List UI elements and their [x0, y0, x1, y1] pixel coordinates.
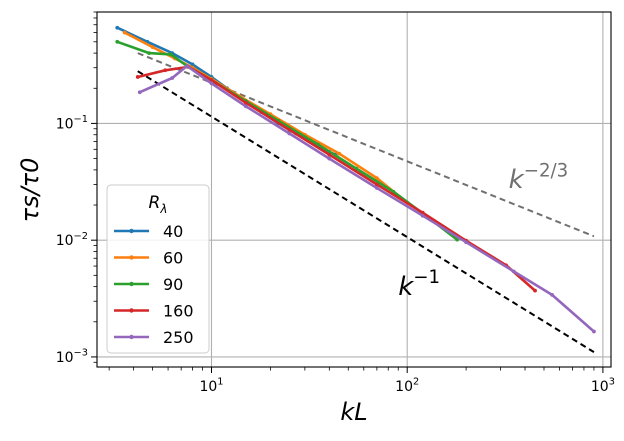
- data-point: [190, 62, 195, 67]
- data-point: [122, 30, 127, 35]
- legend-marker: [129, 281, 134, 287]
- series-line: [116, 40, 458, 241]
- x-tick-label: 102: [395, 377, 419, 395]
- y-tick-label: 10−1: [56, 114, 88, 132]
- data-point: [244, 104, 248, 109]
- data-point: [209, 78, 214, 82]
- data-point: [209, 81, 214, 86]
- annotation-k-minus-1: k−1: [398, 267, 440, 302]
- annotation-k-minus-2-3: k−2/3: [509, 160, 569, 195]
- legend-item-160: 160: [114, 302, 194, 321]
- data-point: [337, 151, 342, 156]
- data-point: [244, 100, 248, 105]
- data-point: [135, 75, 140, 79]
- legend-label: 90: [163, 275, 183, 294]
- legend: Rλ 40 60 90 160 250: [106, 184, 210, 354]
- legend-item-40: 40: [114, 222, 183, 241]
- data-point: [115, 25, 120, 30]
- data-point: [163, 68, 168, 73]
- data-point: [150, 45, 155, 50]
- series-group: [115, 25, 596, 334]
- legend-marker: [129, 255, 134, 260]
- y-axis-label: τs/τ0: [16, 158, 44, 223]
- legend-item-250: 250: [114, 328, 194, 347]
- legend-title: Rλ: [149, 193, 168, 216]
- data-point: [550, 292, 554, 297]
- plot-frame: [96, 11, 612, 368]
- legend-item-90: 90: [114, 275, 183, 294]
- grid: [97, 12, 611, 367]
- data-point: [533, 288, 537, 293]
- legend-label: 250: [163, 328, 194, 347]
- data-point: [168, 52, 173, 57]
- data-point: [170, 76, 175, 80]
- data-point: [592, 329, 596, 334]
- data-point: [464, 240, 469, 245]
- series-250: [137, 64, 596, 334]
- legend-item-60: 60: [114, 249, 183, 268]
- y-tick-label: 10−3: [56, 348, 88, 366]
- x-tick-label: 101: [199, 377, 223, 395]
- axis-ticks: 101 102 103 10−3 10−2 10−1: [56, 11, 615, 395]
- legend-marker: [129, 334, 134, 340]
- annotations: k−1 k−2/3: [398, 160, 568, 302]
- data-point: [115, 39, 120, 44]
- data-point: [374, 182, 379, 187]
- data-point: [327, 156, 332, 161]
- legend-marker: [129, 228, 134, 234]
- data-point: [374, 186, 379, 190]
- data-point: [511, 269, 516, 274]
- data-point: [287, 131, 292, 136]
- data-point: [327, 152, 332, 157]
- legend-label: 40: [163, 222, 183, 241]
- legend-marker: [129, 308, 134, 313]
- data-point: [147, 51, 152, 56]
- x-tick-label: 103: [591, 377, 615, 395]
- data-point: [420, 213, 425, 218]
- data-point: [316, 142, 320, 147]
- legend-label: 60: [163, 249, 183, 268]
- legend-label: 160: [163, 302, 194, 321]
- y-tick-label: 10−2: [56, 231, 88, 249]
- data-point: [185, 64, 189, 68]
- x-axis-label: kL: [340, 398, 367, 426]
- data-point: [287, 127, 292, 132]
- data-point: [137, 90, 142, 95]
- data-point: [374, 176, 379, 181]
